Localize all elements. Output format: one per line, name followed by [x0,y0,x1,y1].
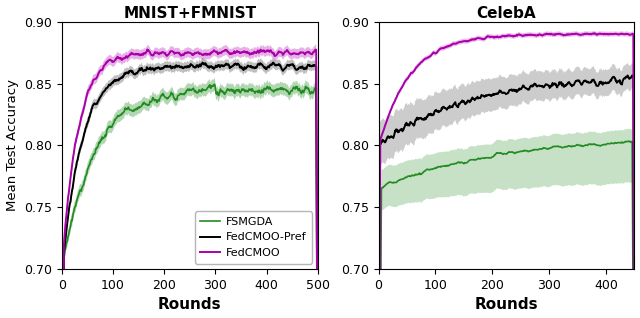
FSMGDA [122,106,129,110]
FedCMOO [152,51,159,55]
FedCMOO [227,52,234,56]
FedCMOO-Pref [226,66,234,70]
X-axis label: Rounds: Rounds [475,297,538,313]
FSMGDA [227,88,234,92]
FedCMOO-Pref [151,66,159,70]
FedCMOO-Pref [122,72,129,76]
Y-axis label: Mean Test Accuracy: Mean Test Accuracy [6,80,19,211]
FSMGDA [211,82,218,86]
FSMGDA [132,108,140,112]
Line: FedCMOO: FedCMOO [62,49,317,318]
FedCMOO-Pref [269,61,277,65]
Title: CelebA: CelebA [477,5,536,21]
FedCMOO [132,52,140,56]
X-axis label: Rounds: Rounds [158,297,221,313]
Line: FSMGDA: FSMGDA [62,84,317,318]
FSMGDA [270,89,278,93]
FSMGDA [223,87,231,91]
Line: FedCMOO-Pref: FedCMOO-Pref [62,63,317,318]
FedCMOO [122,56,129,59]
FedCMOO-Pref [270,62,278,66]
Title: MNIST+FMNIST: MNIST+FMNIST [124,5,257,21]
Legend: FSMGDA, FedCMOO-Pref, FedCMOO: FSMGDA, FedCMOO-Pref, FedCMOO [195,211,312,264]
FSMGDA [151,98,159,101]
FedCMOO [143,47,151,51]
FedCMOO [270,53,278,57]
FedCMOO [223,49,231,52]
FedCMOO-Pref [132,71,140,75]
FedCMOO-Pref [223,63,230,66]
